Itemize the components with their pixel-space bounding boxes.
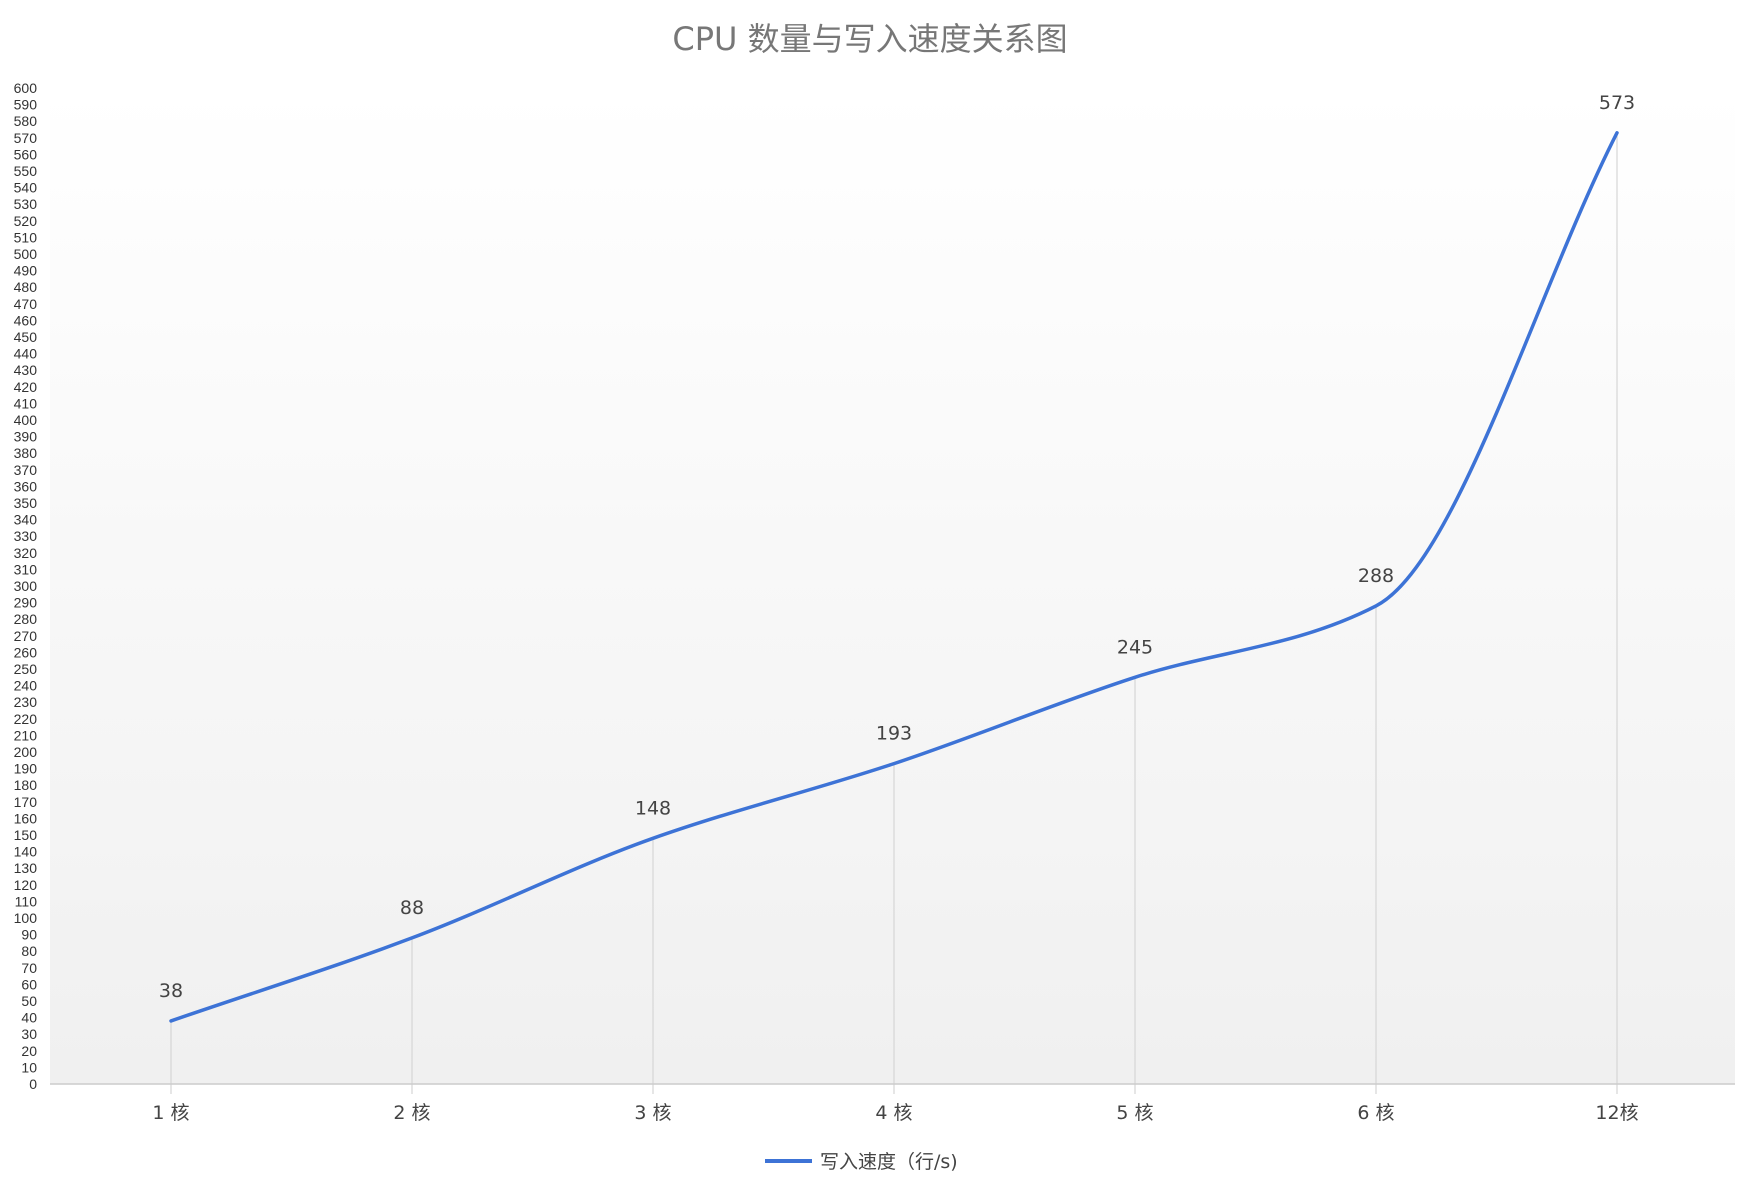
y-tick-label: 380 — [14, 445, 38, 461]
x-tick-label: 12核 — [1595, 1102, 1638, 1124]
y-tick-label: 50 — [21, 993, 37, 1009]
y-tick-label: 30 — [21, 1026, 37, 1042]
y-tick-label: 90 — [21, 927, 37, 943]
y-tick-label: 20 — [21, 1043, 37, 1059]
y-tick-label: 530 — [14, 196, 38, 212]
data-label: 38 — [159, 980, 183, 1002]
drop-lines — [170, 132, 1618, 1094]
y-tick-label: 10 — [21, 1059, 37, 1075]
x-tick-label: 2 核 — [393, 1102, 430, 1124]
series-line-write-speed — [169, 131, 1619, 1023]
y-tick-label: 440 — [14, 346, 38, 362]
y-tick-label: 290 — [14, 595, 38, 611]
y-tick-label: 60 — [21, 976, 37, 992]
y-tick-label: 70 — [21, 960, 37, 976]
y-tick-label: 430 — [14, 362, 38, 378]
y-tick-label: 260 — [14, 644, 38, 660]
y-tick-label: 280 — [14, 611, 38, 627]
y-tick-label: 130 — [14, 860, 38, 876]
y-tick-label: 540 — [14, 180, 38, 196]
y-tick-label: 450 — [14, 329, 38, 345]
data-label: 193 — [876, 723, 912, 745]
y-tick-label: 580 — [14, 113, 38, 129]
y-tick-label: 360 — [14, 478, 38, 494]
y-tick-label: 590 — [14, 97, 38, 113]
y-tick-label: 270 — [14, 628, 38, 644]
y-tick-label: 330 — [14, 528, 38, 544]
y-tick-label: 100 — [14, 910, 38, 926]
y-tick-label: 300 — [14, 578, 38, 594]
y-tick-label: 570 — [14, 130, 38, 146]
legend[interactable]: 写入速度（行/s) — [765, 1151, 958, 1173]
y-tick-label: 160 — [14, 810, 38, 826]
y-tick-label: 170 — [14, 794, 38, 810]
chart-title: CPU 数量与写入速度关系图 — [672, 20, 1068, 58]
x-tick-label: 6 核 — [1357, 1102, 1394, 1124]
data-label: 148 — [635, 797, 671, 819]
y-tick-label: 520 — [14, 213, 38, 229]
data-label: 288 — [1358, 565, 1394, 587]
data-label: 88 — [400, 897, 424, 919]
y-tick-label: 0 — [29, 1076, 37, 1092]
y-tick-label: 500 — [14, 246, 38, 262]
x-tick-label: 4 核 — [875, 1102, 912, 1124]
y-tick-label: 240 — [14, 678, 38, 694]
data-label: 573 — [1599, 92, 1635, 114]
y-tick-label: 180 — [14, 777, 38, 793]
y-tick-label: 200 — [14, 744, 38, 760]
y-tick-label: 320 — [14, 545, 38, 561]
y-tick-label: 510 — [14, 229, 38, 245]
data-label: 245 — [1117, 636, 1153, 658]
y-tick-label: 210 — [14, 727, 38, 743]
y-tick-label: 420 — [14, 379, 38, 395]
y-tick-label: 190 — [14, 761, 38, 777]
y-axis: 0102030405060708090100110120130140150160… — [14, 80, 38, 1092]
x-tick-label: 3 核 — [634, 1102, 671, 1124]
y-tick-label: 370 — [14, 462, 38, 478]
y-tick-label: 340 — [14, 512, 38, 528]
y-tick-label: 230 — [14, 694, 38, 710]
y-tick-label: 550 — [14, 163, 38, 179]
y-tick-label: 490 — [14, 263, 38, 279]
legend-label: 写入速度（行/s) — [820, 1151, 958, 1173]
y-tick-label: 460 — [14, 312, 38, 328]
y-tick-label: 40 — [21, 1010, 37, 1026]
x-tick-label: 1 核 — [152, 1102, 189, 1124]
y-tick-label: 600 — [14, 80, 38, 96]
y-tick-label: 110 — [15, 893, 38, 909]
y-tick-label: 410 — [14, 395, 38, 411]
y-tick-label: 310 — [14, 561, 38, 577]
x-axis: 1 核 2 核 3 核 4 核 5 核 6 核 12核 — [152, 1102, 1638, 1124]
x-tick-label: 5 核 — [1116, 1102, 1153, 1124]
y-tick-label: 470 — [14, 296, 38, 312]
plot-background — [50, 88, 1735, 1084]
y-tick-label: 220 — [14, 711, 38, 727]
y-tick-label: 400 — [14, 412, 38, 428]
y-tick-label: 390 — [14, 429, 38, 445]
y-tick-label: 140 — [14, 844, 38, 860]
y-tick-label: 250 — [14, 661, 38, 677]
y-tick-label: 150 — [14, 827, 38, 843]
y-tick-label: 80 — [21, 943, 37, 959]
y-tick-label: 560 — [14, 146, 38, 162]
data-labels: 38 88 148 193 245 288 573 — [159, 92, 1635, 1002]
y-tick-label: 120 — [14, 877, 38, 893]
y-tick-label: 480 — [14, 279, 38, 295]
y-tick-label: 350 — [14, 495, 38, 511]
